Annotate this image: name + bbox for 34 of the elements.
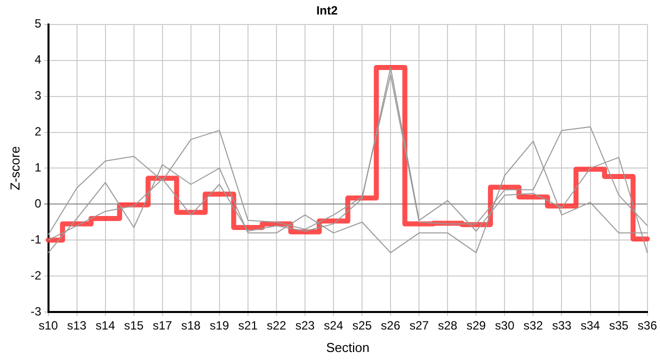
y-tick-label: -2 — [30, 268, 42, 282]
x-tick-label: s36 — [638, 318, 658, 333]
y-tick-label: 2 — [34, 124, 42, 139]
x-tick-label: s22 — [266, 318, 286, 333]
x-tick-label: s14 — [96, 318, 116, 333]
x-tick-label: s27 — [409, 318, 430, 333]
y-tick-label: 4 — [34, 52, 42, 67]
y-tick-label: 5 — [34, 16, 42, 31]
y-tick-label: -3 — [30, 304, 42, 318]
x-tick-label: s10 — [38, 318, 58, 333]
y-axis-title: Z-score — [7, 146, 22, 190]
y-tick-label: 3 — [34, 88, 42, 103]
x-axis-title: Section — [326, 340, 370, 355]
x-tick-label: s32 — [524, 318, 544, 333]
y-tick-label: 1 — [34, 160, 42, 175]
x-tick-label: s24 — [324, 318, 344, 333]
x-tick-label: s25 — [352, 318, 372, 333]
x-tick-label: s18 — [181, 318, 201, 333]
y-tick-label: -1 — [30, 232, 42, 246]
x-tick-label: s33 — [552, 318, 572, 333]
x-tick-label: s13 — [67, 318, 87, 333]
x-tick-label: s34 — [580, 318, 600, 333]
x-tick-label: s26 — [380, 318, 401, 333]
chart-title: Int2 — [316, 4, 338, 18]
y-tick-label: 0 — [34, 196, 42, 210]
x-tick-label: s19 — [210, 318, 230, 333]
x-tick-label: s17 — [152, 318, 172, 333]
x-tick-label: s35 — [609, 318, 629, 333]
x-tick-label: s30 — [495, 318, 515, 333]
x-tick-label: s29 — [466, 318, 486, 333]
x-tick-label: s15 — [124, 318, 144, 333]
x-tick-label: s28 — [438, 318, 458, 333]
x-tick-label: s23 — [295, 318, 315, 333]
x-tick-label: s21 — [238, 318, 258, 333]
